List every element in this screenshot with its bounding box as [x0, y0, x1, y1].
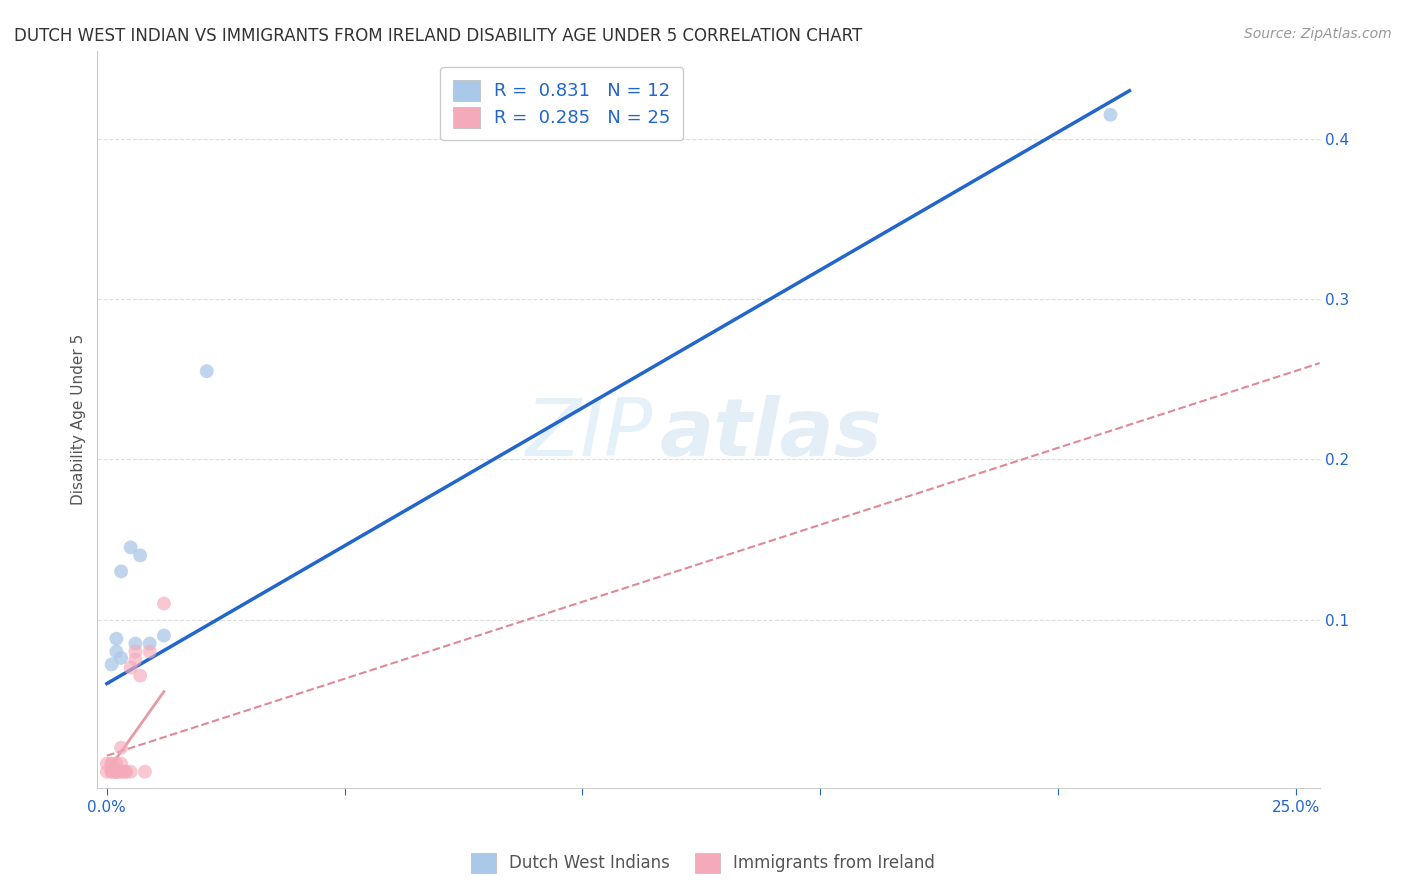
Point — [124, 636, 146, 650]
Point — [110, 651, 132, 665]
Point — [105, 756, 128, 771]
Point — [120, 660, 142, 674]
Point — [138, 636, 160, 650]
Point — [195, 364, 218, 378]
Point — [100, 756, 122, 771]
Point — [110, 756, 132, 771]
Point — [138, 644, 160, 658]
Point — [105, 632, 128, 646]
Point — [153, 628, 176, 642]
Legend: Dutch West Indians, Immigrants from Ireland: Dutch West Indians, Immigrants from Irel… — [464, 847, 942, 880]
Point — [96, 764, 118, 779]
Point — [129, 668, 152, 682]
Point — [153, 597, 176, 611]
Point — [100, 756, 122, 771]
Point — [100, 764, 122, 779]
Text: Source: ZipAtlas.com: Source: ZipAtlas.com — [1244, 27, 1392, 41]
Point — [120, 764, 142, 779]
Text: atlas: atlas — [659, 395, 883, 473]
Point — [110, 565, 132, 579]
Y-axis label: Disability Age Under 5: Disability Age Under 5 — [72, 334, 86, 505]
Legend: R =  0.831   N = 12, R =  0.285   N = 25: R = 0.831 N = 12, R = 0.285 N = 25 — [440, 67, 683, 140]
Point — [115, 764, 138, 779]
Point — [105, 764, 128, 779]
Point — [115, 764, 138, 779]
Point — [96, 756, 118, 771]
Point — [110, 764, 132, 779]
Point — [105, 764, 128, 779]
Text: DUTCH WEST INDIAN VS IMMIGRANTS FROM IRELAND DISABILITY AGE UNDER 5 CORRELATION : DUTCH WEST INDIAN VS IMMIGRANTS FROM IRE… — [14, 27, 862, 45]
Point — [105, 764, 128, 779]
Point — [100, 764, 122, 779]
Point — [110, 740, 132, 755]
Point — [100, 657, 122, 672]
Point — [120, 541, 142, 555]
Text: ZIP: ZIP — [526, 395, 654, 473]
Point — [129, 549, 152, 563]
Point — [105, 764, 128, 779]
Point — [110, 764, 132, 779]
Point — [105, 644, 128, 658]
Point — [1099, 108, 1122, 122]
Point — [134, 764, 156, 779]
Point — [124, 644, 146, 658]
Point — [124, 652, 146, 666]
